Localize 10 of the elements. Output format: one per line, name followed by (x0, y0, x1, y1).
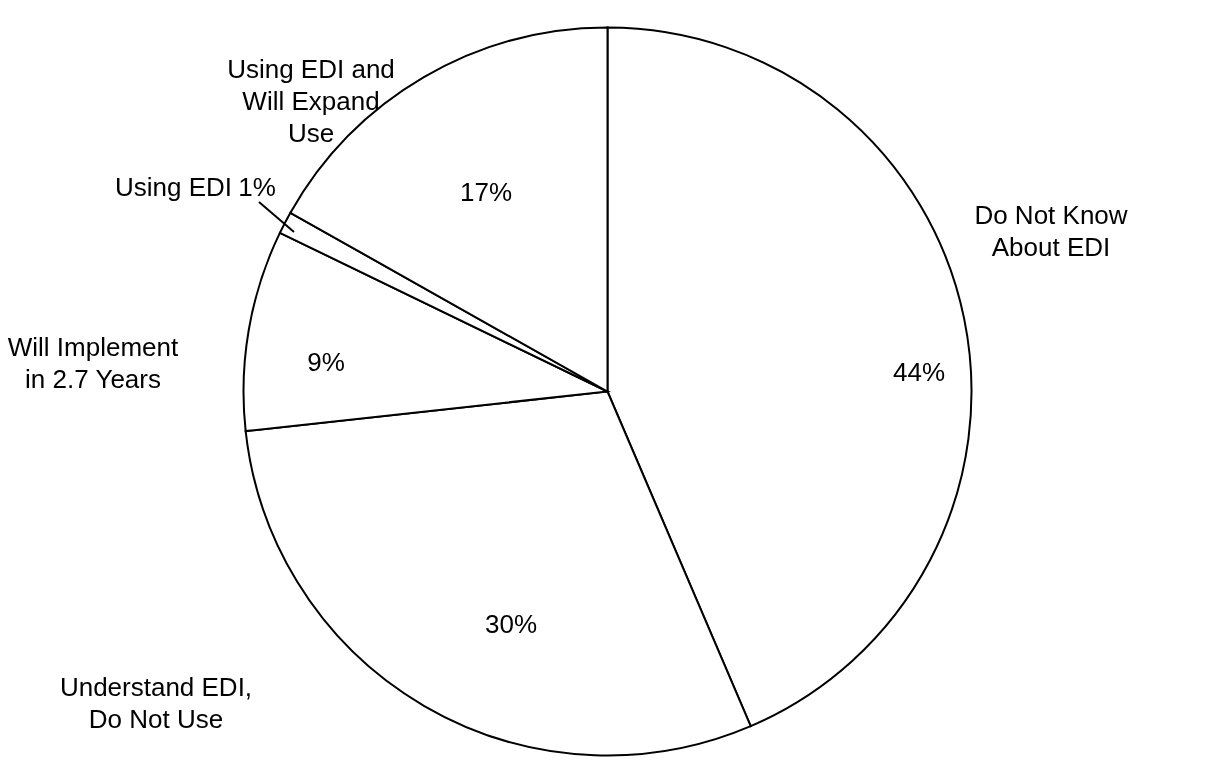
data-label: 17% (459, 177, 513, 207)
data-label: 9% (307, 347, 345, 377)
slice-label: Using EDI and Will Expand Use (227, 54, 395, 148)
slice-label: Will Implement in 2.7 Years (7, 332, 180, 394)
slice-label: Do Not Know About EDI (974, 200, 1128, 262)
data-label: 44% (892, 357, 946, 387)
data-label: 30% (484, 609, 538, 639)
slice-label: Understand EDI, Do Not Use (59, 672, 253, 734)
data-label: 1% (238, 172, 276, 202)
slice-label: Using EDI (114, 172, 232, 202)
